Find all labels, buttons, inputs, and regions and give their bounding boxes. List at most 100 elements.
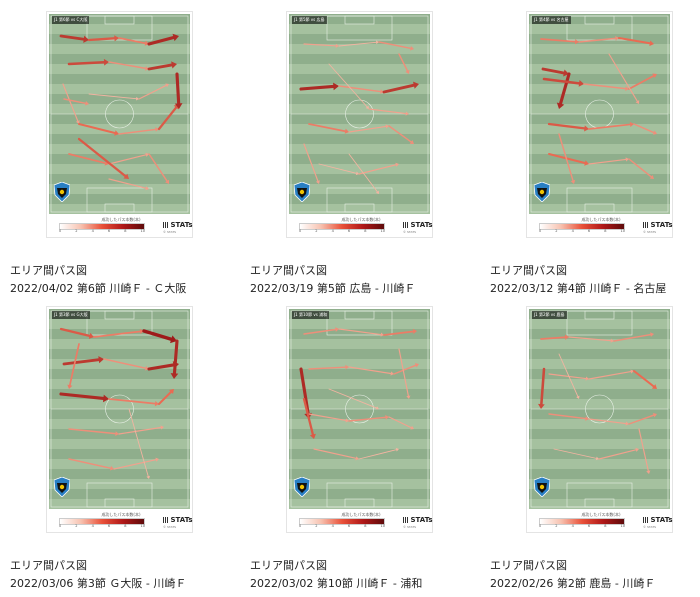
- pass-arrow-shaft: [313, 448, 357, 459]
- pass-arrow-shaft: [147, 63, 174, 71]
- pass-arrow: [398, 348, 411, 399]
- legend-ticks: 0 2 4 6 8 10: [59, 524, 145, 529]
- pass-arrow-shaft: [103, 358, 147, 369]
- pass-arrow-head: [355, 171, 359, 176]
- pass-map-thumbnail[interactable]: J1 第5節 vs 広島 成功したパス本数(本) 0 2 4 6 8 10: [287, 12, 433, 237]
- pass-arrow-shaft: [67, 60, 106, 66]
- card-match-info[interactable]: 2022/02/26 第2節 鹿島 - 川崎Ｆ: [490, 577, 656, 590]
- pass-arrow-shaft: [548, 373, 587, 380]
- pass-arrow: [303, 327, 339, 335]
- pass-arrow-head: [585, 416, 589, 421]
- pass-arrow-head: [335, 327, 339, 332]
- pass-arrow: [113, 457, 159, 470]
- card-match-info[interactable]: 2022/03/02 第10節 川崎Ｆ - 浦和: [250, 577, 423, 590]
- pass-arrow-head: [355, 456, 359, 461]
- pass-map-thumbnail[interactable]: J1 第2節 vs 鹿島 成功したパス本数(本) 0 2 4 6 8 10: [527, 307, 673, 532]
- stats-logo-text: STATs: [650, 516, 673, 524]
- pass-arrow: [378, 41, 414, 51]
- pass-arrow-head: [629, 121, 634, 128]
- legend-tick: 2: [555, 524, 558, 528]
- pass-arrow: [308, 413, 349, 423]
- pass-arrow-head: [395, 447, 399, 452]
- legend-tick: 0: [59, 524, 62, 528]
- pass-arrow-head: [309, 433, 316, 439]
- pass-arrow: [613, 332, 654, 342]
- pass-arrow-head: [651, 384, 657, 389]
- pass-arrow: [118, 37, 149, 46]
- pass-arrow-shaft: [328, 388, 377, 409]
- pass-arrow-shaft: [628, 74, 655, 90]
- pass-map-card[interactable]: J1 第2節 vs 鹿島 成功したパス本数(本) 0 2 4 6 8 10: [480, 307, 700, 597]
- card-title[interactable]: エリア間パス図: [490, 264, 567, 277]
- pass-arrow-head: [88, 332, 94, 339]
- legend-tick: 4: [571, 524, 574, 528]
- pass-arrow: [553, 448, 599, 461]
- legend-tick: 6: [347, 229, 351, 233]
- pass-arrow-head: [390, 371, 394, 376]
- pass-arrow-head: [635, 447, 639, 452]
- pass-arrow: [103, 358, 149, 371]
- pass-arrows: [59, 327, 179, 479]
- pass-arrow-head: [574, 39, 579, 45]
- legend-tick: 6: [107, 229, 111, 233]
- pass-arrow-shaft: [113, 459, 157, 470]
- pass-arrow: [313, 448, 359, 461]
- match-tag: J1 第3節 vs G大阪: [52, 311, 90, 319]
- pass-arrow: [393, 363, 419, 375]
- pass-arrow: [598, 447, 639, 460]
- pass-map-card[interactable]: J1 第3節 vs G大阪 成功したパス本数(本) 0 2 4 6 8 10: [0, 307, 220, 597]
- pass-arrow-shaft: [338, 328, 382, 336]
- card-match-info[interactable]: 2022/04/02 第6節 川崎Ｆ - Ｃ大阪: [10, 282, 187, 295]
- pass-arrow-head: [413, 81, 419, 89]
- pass-arrow-shaft: [59, 392, 105, 400]
- pass-map-card[interactable]: J1 第5節 vs 広島 成功したパス本数(本) 0 2 4 6 8 10: [240, 12, 460, 302]
- bar-chart-icon: [403, 222, 408, 228]
- pass-arrow-head: [610, 338, 614, 343]
- stats-logo-text: STATs: [170, 516, 193, 524]
- card-match-info[interactable]: 2022/03/12 第4節 川崎Ｆ - 名古屋: [490, 282, 667, 295]
- pass-arrow-head: [564, 334, 569, 340]
- pass-map-thumbnail[interactable]: J1 第4節 vs 名古屋 成功したパス本数(本) 0 2 4 6 8 10: [527, 12, 673, 237]
- legend-tick: 4: [91, 229, 94, 233]
- pass-map-card[interactable]: J1 第6節 vs C大阪 成功したパス本数(本) 0 2 4 6 8 10: [0, 12, 220, 302]
- legend-tick: 6: [587, 229, 591, 233]
- pass-arrow: [338, 328, 384, 337]
- pass-arrow-head: [625, 421, 629, 426]
- match-tag: J1 第2節 vs 鹿島: [532, 311, 567, 319]
- pass-arrow: [318, 163, 359, 176]
- pass-map-card[interactable]: J1 第4節 vs 名古屋 成功したパス本数(本) 0 2 4 6 8 10: [480, 12, 700, 302]
- pass-arrow-shaft: [540, 38, 576, 43]
- pass-arrow-shaft: [358, 449, 397, 460]
- card-match-info[interactable]: 2022/03/06 第3節 Ｇ大阪 - 川崎Ｆ: [10, 577, 187, 590]
- stats-logo: STATs: [163, 516, 193, 524]
- pass-arrow-head: [114, 130, 119, 136]
- card-title[interactable]: エリア間パス図: [250, 559, 327, 572]
- pass-arrow-head: [595, 456, 599, 461]
- card-title[interactable]: エリア間パス図: [10, 264, 87, 277]
- pass-arrow-head: [649, 174, 654, 179]
- card-title[interactable]: エリア間パス図: [10, 559, 87, 572]
- pitch-lines: [50, 310, 189, 508]
- pass-arrow-shaft: [108, 178, 147, 189]
- pass-arrow-shaft: [142, 329, 173, 341]
- pass-arrow-head: [635, 100, 640, 104]
- pass-arrow: [628, 73, 657, 90]
- pass-arrow-shaft: [382, 83, 416, 94]
- pass-arrow-head: [85, 100, 89, 106]
- pass-arrow-shaft: [588, 370, 632, 380]
- card-title[interactable]: エリア間パス図: [490, 559, 567, 572]
- legend-ticks: 0 2 4 6 8 10: [299, 229, 385, 234]
- legend-ticks: 0 2 4 6 8 10: [299, 524, 385, 529]
- pass-arrow-head: [155, 457, 159, 462]
- pass-map-thumbnail[interactable]: J1 第10節 vs 浦和 成功したパス本数(本) 0 2 4 6 8 10: [287, 307, 433, 532]
- pass-arrow: [348, 153, 379, 194]
- card-title[interactable]: エリア間パス図: [250, 264, 327, 277]
- pitch: J1 第10節 vs 浦和: [289, 309, 430, 509]
- pass-map-thumbnail[interactable]: J1 第3節 vs G大阪 成功したパス本数(本) 0 2 4 6 8 10: [47, 307, 193, 532]
- pass-arrow: [147, 61, 177, 71]
- pass-map-card[interactable]: J1 第10節 vs 浦和 成功したパス本数(本) 0 2 4 6 8 10: [240, 307, 460, 597]
- pass-arrow: [77, 137, 129, 179]
- pass-map-thumbnail[interactable]: J1 第6節 vs C大阪 成功したパス本数(本) 0 2 4 6 8 10: [47, 12, 193, 237]
- card-match-info[interactable]: 2022/03/19 第5節 広島 - 川崎Ｆ: [250, 282, 416, 295]
- pass-arrow-shaft: [558, 133, 574, 182]
